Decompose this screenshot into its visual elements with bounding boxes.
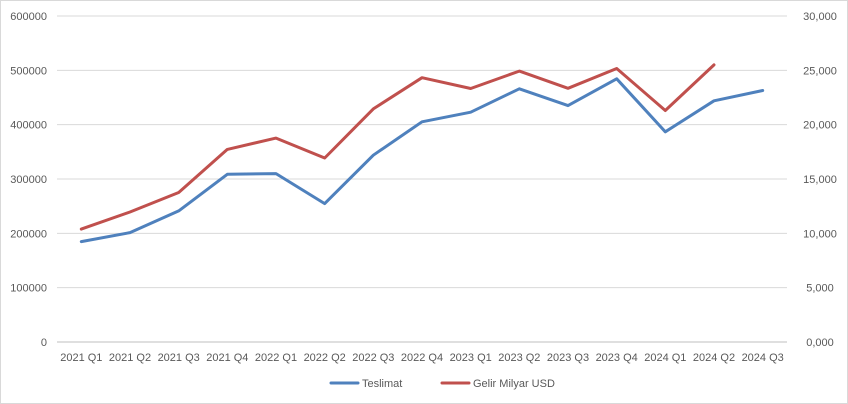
right-tick-label: 0,000	[806, 337, 834, 349]
left-tick-label: 500000	[10, 65, 47, 77]
x-axis-ticks: 2021 Q1 2021 Q2 2021 Q3 2021 Q4 2022 Q1 2022 …	[60, 352, 784, 364]
x-tick-label: 2021 Q4	[206, 352, 248, 364]
legend-label: Teslimat	[362, 378, 402, 390]
x-tick-label: 2021 Q2	[109, 352, 151, 364]
series-lines	[79, 63, 765, 244]
legend: Teslimat Gelir Milyar USD	[329, 378, 555, 390]
right-tick-label: 20,000	[803, 120, 837, 132]
left-tick-label: 600000	[10, 11, 47, 23]
x-tick-label: 2024 Q3	[742, 352, 784, 364]
right-tick-label: 25,000	[803, 65, 837, 77]
x-tick-label: 2022 Q3	[352, 352, 394, 364]
right-tick-label: 15,000	[803, 174, 837, 186]
x-tick-label: 2023 Q2	[498, 352, 540, 364]
left-tick-label: 100000	[10, 283, 47, 295]
right-tick-label: 10,000	[803, 228, 837, 240]
series-line-teslimat	[79, 77, 765, 244]
gridlines	[57, 15, 787, 343]
x-tick-label: 2022 Q1	[255, 352, 297, 364]
left-tick-label: 400000	[10, 120, 47, 132]
x-tick-label: 2023 Q3	[547, 352, 589, 364]
x-tick-label: 2023 Q4	[596, 352, 638, 364]
x-tick-label: 2024 Q1	[644, 352, 686, 364]
x-tick-label: 2023 Q1	[450, 352, 492, 364]
left-tick-label: 300000	[10, 174, 47, 186]
x-tick-label: 2021 Q3	[158, 352, 200, 364]
x-tick-label: 2024 Q2	[693, 352, 735, 364]
left-axis-ticks: 0 100000 200000 300000 400000 500000 600000	[10, 11, 47, 349]
right-axis-ticks: 0,000 5,000 10,000 15,000 20,000 25,000 30,000	[803, 11, 837, 349]
left-tick-label: 200000	[10, 228, 47, 240]
x-tick-label: 2022 Q4	[401, 352, 443, 364]
series-line-gelir-milyar-usd	[79, 63, 716, 231]
right-tick-label: 5,000	[806, 283, 834, 295]
x-tick-label: 2022 Q2	[304, 352, 346, 364]
x-tick-label: 2021 Q1	[60, 352, 102, 364]
right-tick-label: 30,000	[803, 11, 837, 23]
left-tick-label: 0	[41, 337, 47, 349]
legend-label: Gelir Milyar USD	[473, 378, 555, 390]
